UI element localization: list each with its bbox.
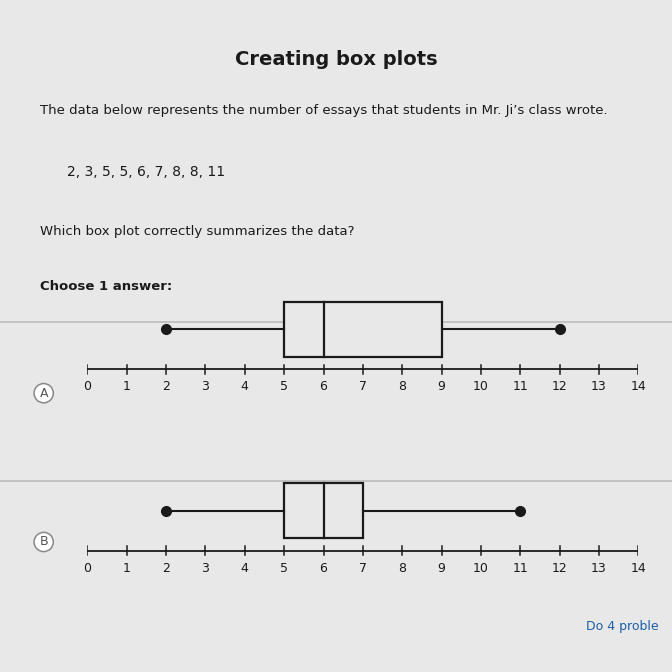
- Bar: [284, 302, 442, 357]
- Text: B: B: [40, 536, 48, 548]
- Text: 6: 6: [320, 562, 327, 575]
- Text: 2: 2: [162, 562, 170, 575]
- Text: 11: 11: [513, 380, 528, 393]
- Text: 3: 3: [202, 380, 210, 393]
- Text: 9: 9: [437, 562, 446, 575]
- Bar: [284, 483, 363, 538]
- Text: 4: 4: [241, 562, 249, 575]
- Text: 7: 7: [359, 380, 367, 393]
- Text: 12: 12: [552, 380, 568, 393]
- Text: 10: 10: [473, 380, 489, 393]
- Text: 9: 9: [437, 380, 446, 393]
- Text: 13: 13: [591, 380, 607, 393]
- Text: Which box plot correctly summarizes the data?: Which box plot correctly summarizes the …: [40, 225, 355, 238]
- Text: 13: 13: [591, 562, 607, 575]
- Text: 6: 6: [320, 380, 327, 393]
- Text: 2: 2: [162, 380, 170, 393]
- Text: The data below represents the number of essays that students in Mr. Ji’s class w: The data below represents the number of …: [40, 104, 608, 117]
- Text: 8: 8: [398, 562, 407, 575]
- Text: 0: 0: [83, 380, 91, 393]
- Text: 3: 3: [202, 562, 210, 575]
- Text: Choose 1 answer:: Choose 1 answer:: [40, 280, 173, 293]
- Text: 5: 5: [280, 380, 288, 393]
- Text: 0: 0: [83, 562, 91, 575]
- Text: 14: 14: [630, 380, 646, 393]
- Text: 1: 1: [123, 562, 130, 575]
- Text: 11: 11: [513, 562, 528, 575]
- Text: 8: 8: [398, 380, 407, 393]
- Text: A: A: [40, 386, 48, 400]
- Text: 10: 10: [473, 562, 489, 575]
- Text: 1: 1: [123, 380, 130, 393]
- Text: Creating box plots: Creating box plots: [235, 50, 437, 69]
- Text: 4: 4: [241, 380, 249, 393]
- Text: 12: 12: [552, 562, 568, 575]
- Text: 7: 7: [359, 562, 367, 575]
- Text: Do 4 proble: Do 4 proble: [586, 620, 659, 633]
- Text: 5: 5: [280, 562, 288, 575]
- Text: 2, 3, 5, 5, 6, 7, 8, 8, 11: 2, 3, 5, 5, 6, 7, 8, 8, 11: [67, 165, 225, 179]
- Text: 14: 14: [630, 562, 646, 575]
